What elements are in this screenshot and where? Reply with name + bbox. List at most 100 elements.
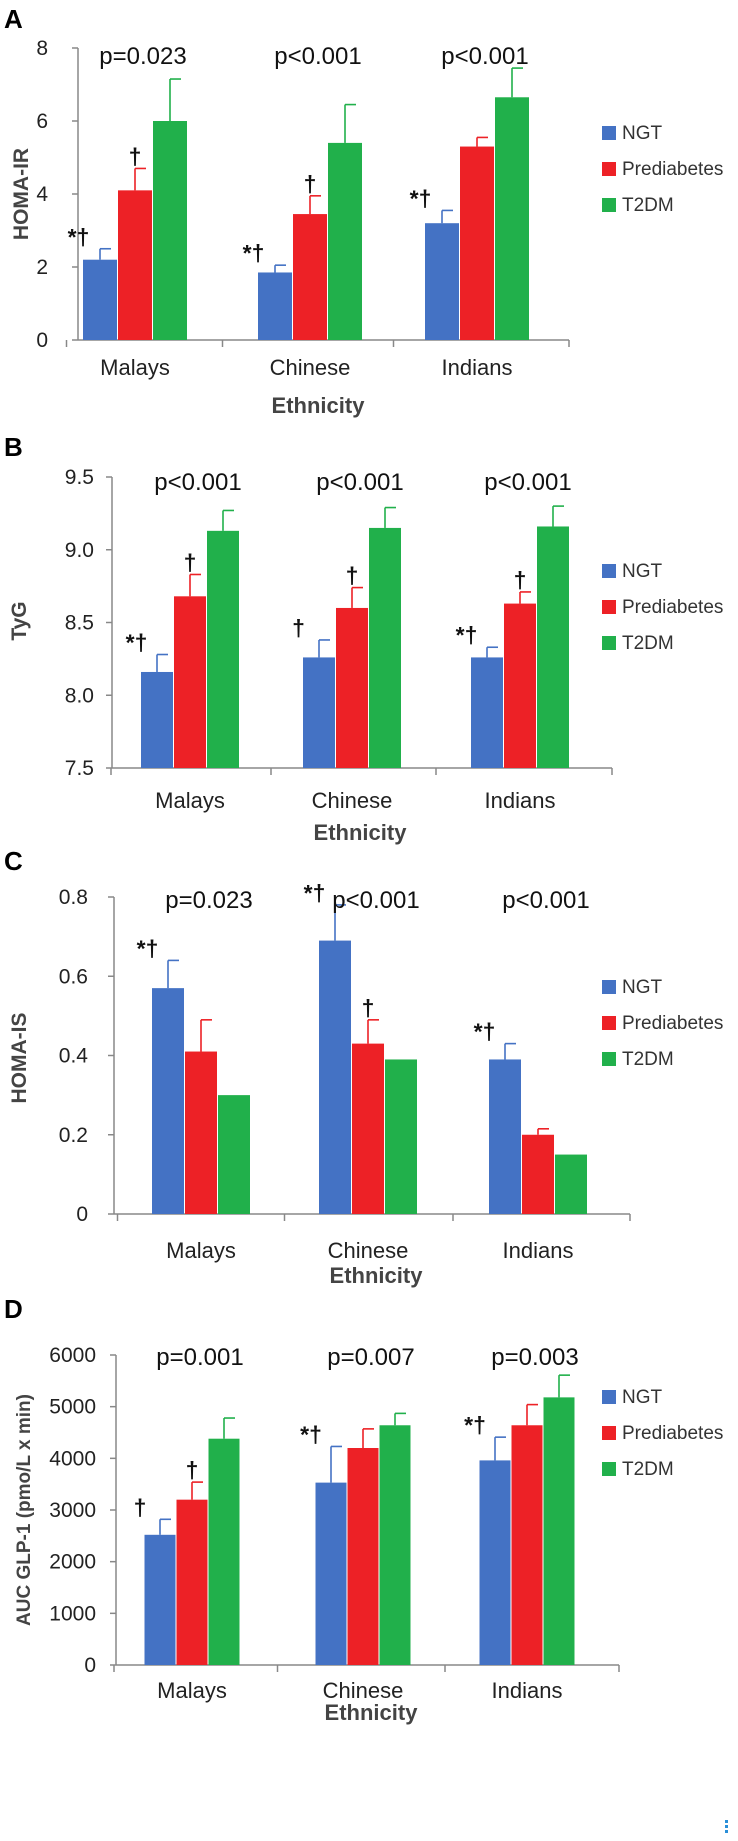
p-value-label: p<0.001 (441, 43, 528, 70)
bar-ngt-malays (141, 671, 173, 768)
p-value-label: p<0.001 (154, 469, 241, 496)
panel-label: C (4, 846, 23, 876)
y-tick-label: 0 (76, 1203, 88, 1226)
bar-prediabetes-indians (522, 1134, 554, 1214)
bar-prediabetes-malays (174, 596, 206, 768)
p-value-label: p=0.003 (491, 1344, 578, 1371)
x-tick-label-malays: Malays (155, 788, 225, 813)
y-tick-label: 4 (36, 183, 48, 206)
legend: NGT Prediabetes T2DM (602, 977, 723, 1070)
y-tick-label: 0.6 (59, 965, 88, 988)
legend-swatch-prediabetes (602, 1016, 616, 1030)
bar-t2dm-indians (495, 97, 529, 341)
y-tick-label: 5000 (49, 1396, 96, 1419)
significance-marker: † (304, 171, 317, 197)
y-tick-label: 2000 (49, 1551, 96, 1574)
legend-swatch-ngt (602, 980, 616, 994)
bar-t2dm-malays (153, 121, 187, 340)
significance-marker: † (346, 563, 359, 589)
x-tick-label-chinese: Chinese (270, 355, 351, 380)
p-value-label: p=0.023 (165, 887, 252, 914)
significance-marker: *† (243, 240, 265, 266)
significance-marker: *† (410, 185, 432, 211)
bar-t2dm-indians (537, 526, 569, 768)
legend-swatch-t2dm (602, 1462, 616, 1476)
bar-ngt-malays (144, 1534, 176, 1665)
p-value-label: p<0.001 (502, 887, 589, 914)
significance-marker: *† (137, 935, 159, 961)
panel-d: D 0 1000 2000 3000 4000 5000 6000 AUC GLP-1 (pmo… (4, 1294, 723, 1725)
y-tick-label: 6 (36, 110, 48, 133)
bar-prediabetes-malays (176, 1499, 208, 1665)
significance-marker: † (184, 549, 197, 575)
significance-marker: † (362, 995, 375, 1021)
legend-label-prediabetes: Prediabetes (622, 1013, 723, 1034)
bar-ngt-malays (83, 259, 117, 340)
y-tick-label: 4000 (49, 1447, 96, 1470)
significance-marker: † (186, 1457, 199, 1483)
significance-marker: *† (300, 1421, 322, 1447)
bar-ngt-chinese (315, 1482, 347, 1665)
bar-prediabetes-chinese (352, 1043, 384, 1214)
legend-label-t2dm: T2DM (622, 195, 674, 216)
legend-swatch-t2dm (602, 198, 616, 212)
panel-label: A (4, 4, 23, 34)
legend-swatch-ngt (602, 1390, 616, 1404)
y-axis-title: TyG (8, 601, 31, 640)
x-tick-label-indians: Indians (503, 1238, 574, 1263)
x-tick-label-malays: Malays (166, 1238, 236, 1263)
y-tick-label: 0.2 (59, 1124, 88, 1147)
y-tick-label: 9.0 (65, 539, 94, 562)
bar-t2dm-chinese (328, 142, 362, 340)
y-tick-label: 2 (36, 256, 48, 279)
significance-marker: *† (474, 1019, 496, 1045)
bar-t2dm-malays (218, 1095, 250, 1214)
bar-prediabetes-malays (118, 190, 152, 340)
x-tick-label-chinese: Chinese (312, 788, 393, 813)
x-tick-label-malays: Malays (100, 355, 170, 380)
bar-t2dm-indians (555, 1154, 587, 1214)
more-options-icon[interactable] (725, 1818, 729, 1833)
significance-marker: † (514, 567, 527, 593)
bar-ngt-chinese (258, 272, 292, 340)
legend-label-prediabetes: Prediabetes (622, 597, 723, 618)
significance-marker: *† (68, 224, 90, 250)
legend: NGT Prediabetes T2DM (602, 123, 723, 216)
x-tick-label-indians: Indians (492, 1678, 563, 1703)
y-tick-label: 0.8 (59, 886, 88, 909)
p-value-label: p=0.001 (156, 1344, 243, 1371)
legend-swatch-prediabetes (602, 1426, 616, 1440)
significance-marker: † (292, 615, 305, 641)
bar-ngt-malays (152, 988, 184, 1214)
significance-marker: *† (304, 880, 326, 906)
y-tick-label: 7.5 (65, 757, 94, 780)
y-tick-label: 8 (36, 37, 48, 60)
y-axis-title: HOMA-IR (10, 148, 33, 240)
p-value-label: p<0.001 (274, 43, 361, 70)
legend-label-prediabetes: Prediabetes (622, 159, 723, 180)
legend: NGT Prediabetes T2DM (602, 561, 723, 654)
significance-marker: *† (464, 1412, 486, 1438)
x-axis-title: Ethnicity (325, 1700, 419, 1725)
x-axis-title: Ethnicity (272, 393, 366, 418)
x-axis-title: Ethnicity (330, 1263, 424, 1288)
bar-t2dm-malays (207, 530, 239, 768)
x-tick-label-chinese: Chinese (328, 1238, 409, 1263)
x-tick-label-indians: Indians (442, 355, 513, 380)
significance-marker: † (129, 143, 142, 169)
significance-marker: † (134, 1494, 147, 1520)
x-tick-label-indians: Indians (485, 788, 556, 813)
bar-ngt-indians (479, 1460, 511, 1665)
bar-ngt-indians (471, 657, 503, 768)
legend-label-ngt: NGT (622, 1387, 663, 1408)
bar-prediabetes-chinese (347, 1448, 379, 1665)
legend-swatch-t2dm (602, 636, 616, 650)
legend-label-t2dm: T2DM (622, 1459, 674, 1480)
x-tick-label-chinese: Chinese (323, 1678, 404, 1703)
p-value-label: p=0.023 (99, 43, 186, 70)
legend-label-t2dm: T2DM (622, 633, 674, 654)
y-tick-label: 8.0 (65, 684, 94, 707)
legend-label-ngt: NGT (622, 561, 663, 582)
